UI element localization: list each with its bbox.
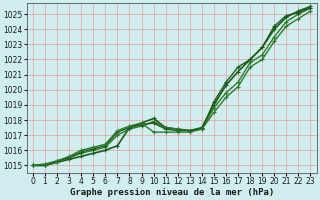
X-axis label: Graphe pression niveau de la mer (hPa): Graphe pression niveau de la mer (hPa) (69, 188, 274, 197)
